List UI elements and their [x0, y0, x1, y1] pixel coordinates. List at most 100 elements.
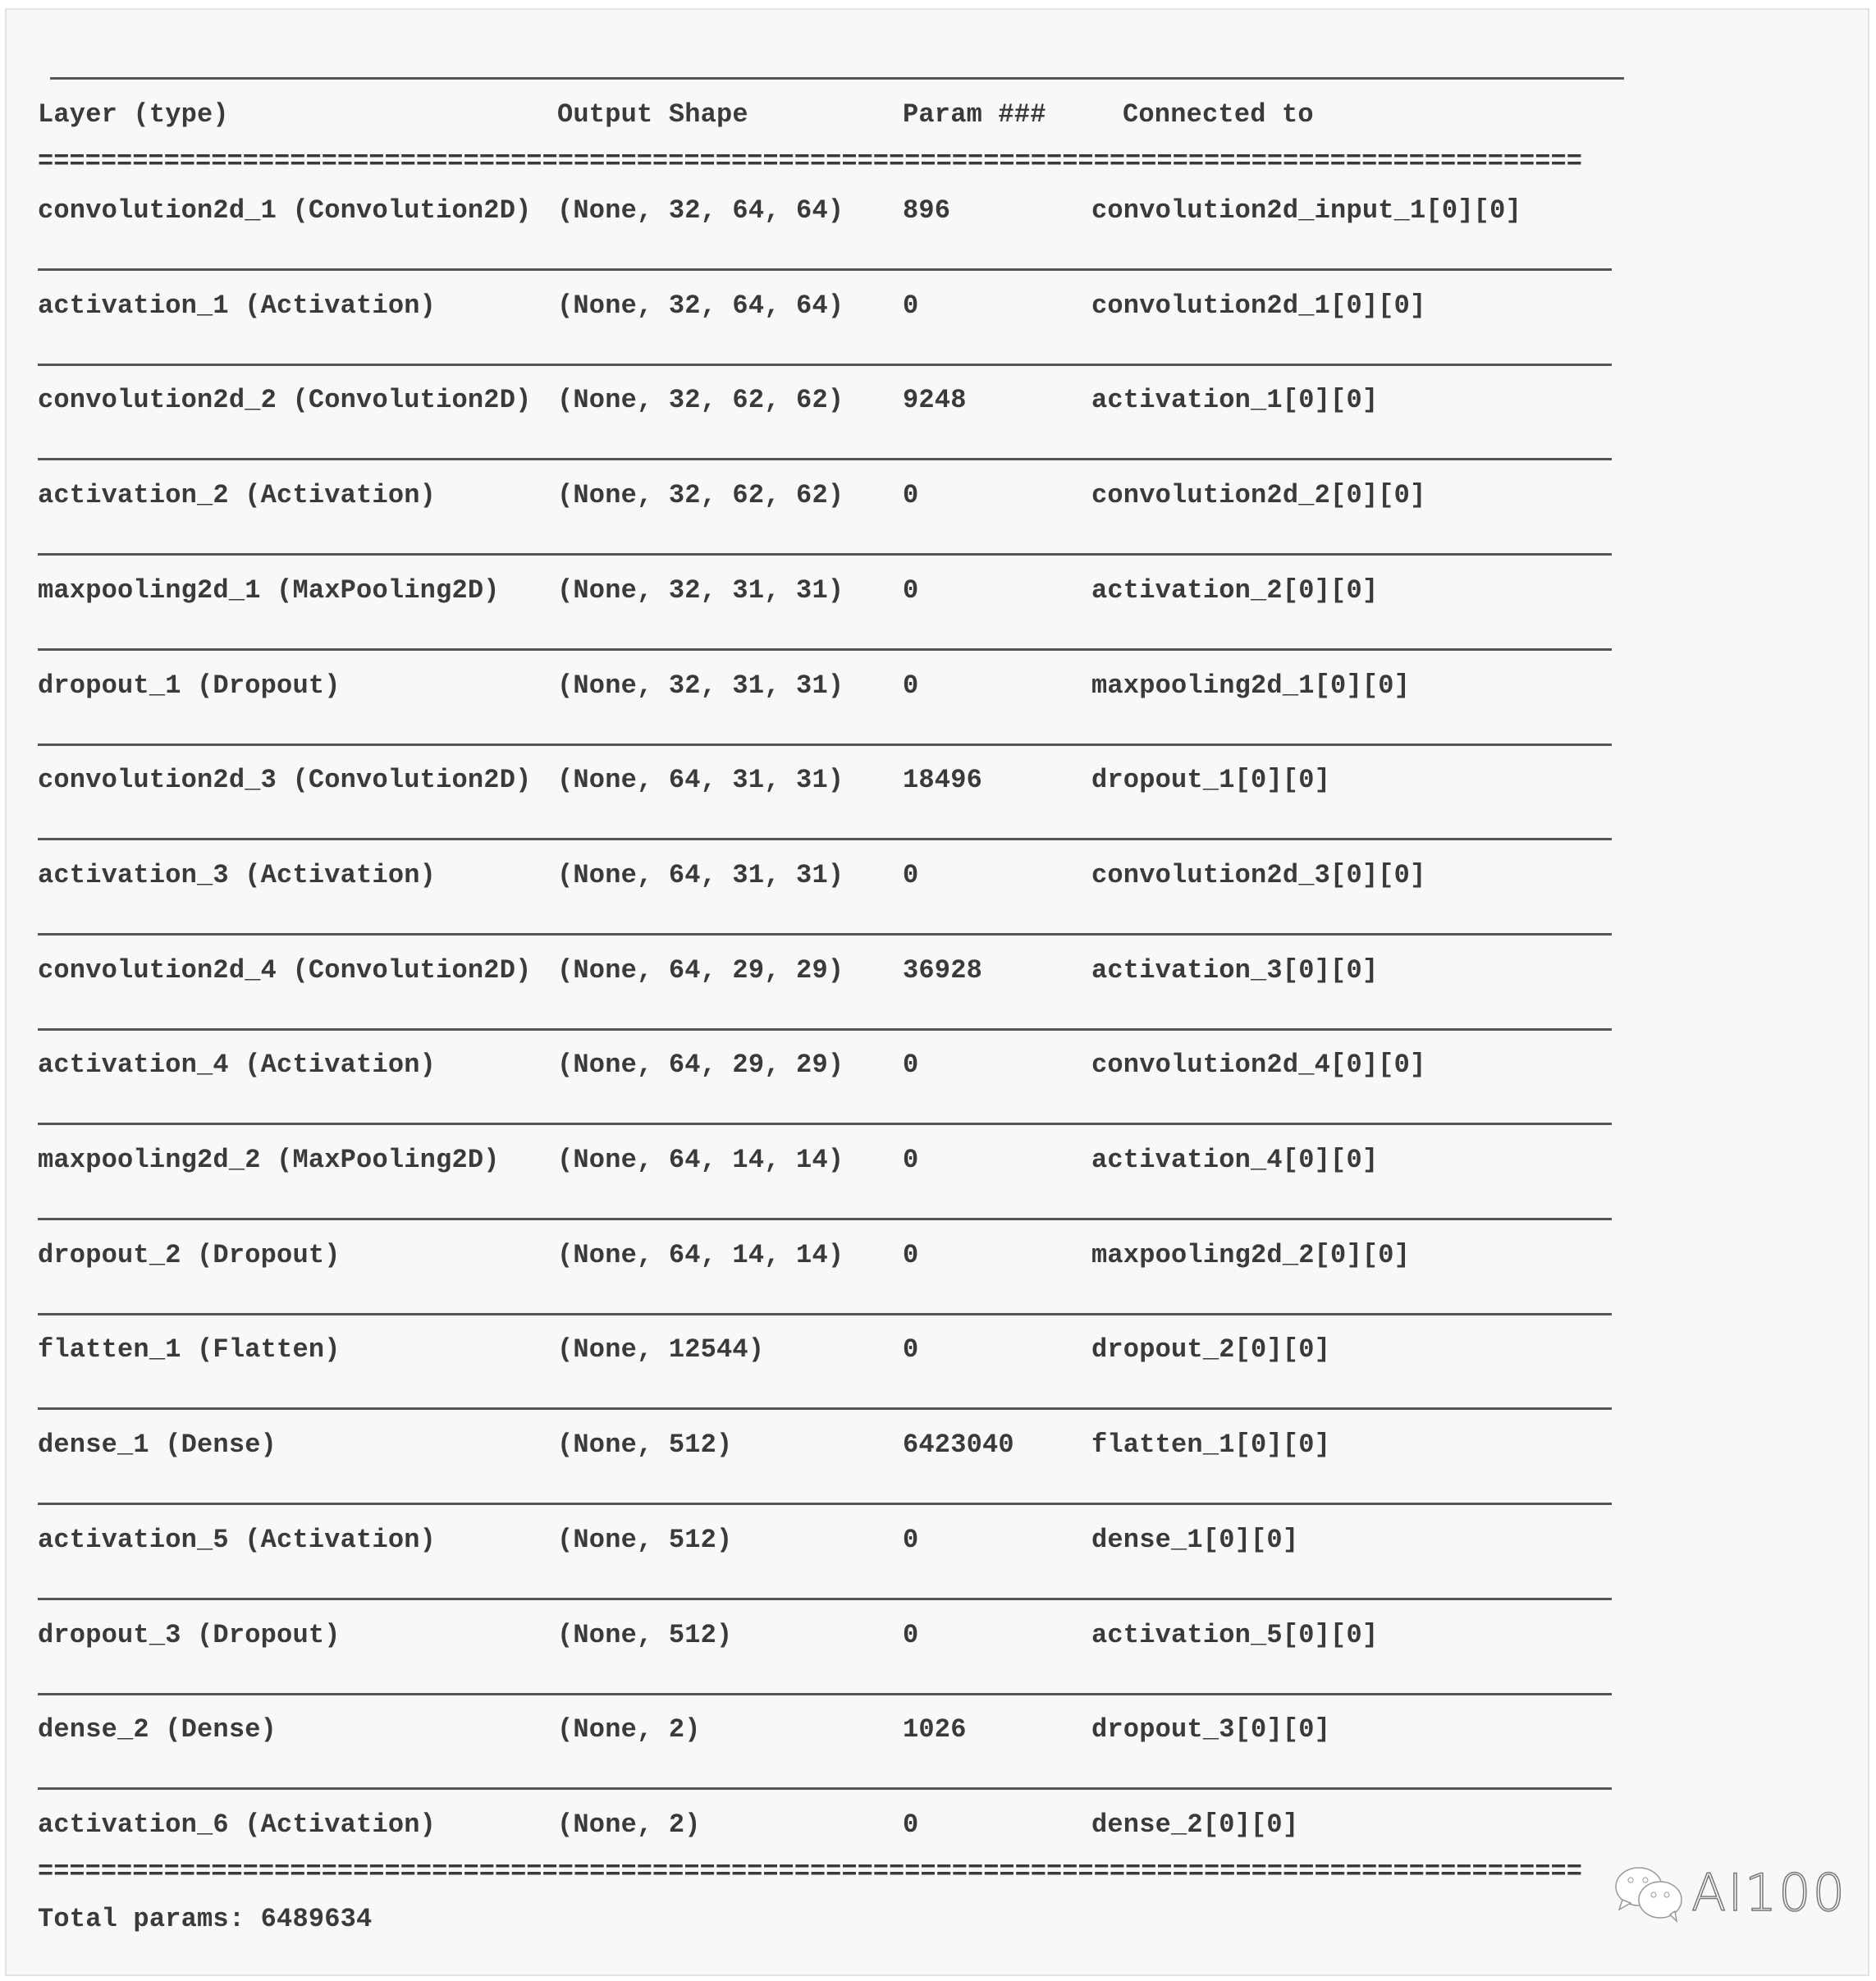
cell-layer: dropout_3 (Dropout) — [38, 1619, 341, 1650]
cell-output: (None, 32, 31, 31) — [557, 574, 844, 606]
cell-connected: dropout_3[0][0] — [1091, 1714, 1331, 1745]
cell-output: (None, 2) — [557, 1809, 701, 1840]
row-separator — [38, 1027, 1612, 1031]
cell-param: 0 — [903, 1809, 919, 1840]
row-separator — [38, 1503, 1612, 1506]
cell-layer: dense_1 (Dense) — [38, 1430, 277, 1461]
cell-connected: maxpooling2d_1[0][0] — [1091, 670, 1411, 701]
cell-connected: convolution2d_4[0][0] — [1091, 1050, 1426, 1081]
row-separator — [38, 458, 1612, 461]
row-separator — [38, 1692, 1612, 1695]
total-params: Total params: 6489634 — [38, 1904, 373, 1934]
cell-output: (None, 64, 31, 31) — [557, 765, 844, 796]
row-separator — [38, 838, 1612, 841]
cell-layer: activation_5 (Activation) — [38, 1524, 437, 1555]
cell-param: 36928 — [903, 954, 983, 986]
cell-output: (None, 64, 29, 29) — [557, 1050, 844, 1081]
header-layer: Layer (type) — [38, 99, 229, 130]
cell-param: 0 — [903, 1619, 919, 1650]
row-separator — [38, 1597, 1612, 1600]
cell-param: 1026 — [903, 1714, 967, 1745]
cell-connected: convolution2d_1[0][0] — [1091, 290, 1426, 321]
cell-layer: convolution2d_4 (Convolution2D) — [38, 954, 532, 986]
cell-param: 0 — [903, 1050, 919, 1081]
row-separator — [38, 363, 1612, 366]
row-separator — [38, 1787, 1612, 1791]
cell-layer: convolution2d_1 (Convolution2D) — [38, 195, 532, 226]
cell-connected: flatten_1[0][0] — [1091, 1430, 1331, 1461]
cell-layer: dropout_2 (Dropout) — [38, 1239, 341, 1270]
cell-output: (None, 512) — [557, 1619, 733, 1650]
cell-layer: activation_3 (Activation) — [38, 859, 437, 890]
header-param: Param ### — [903, 99, 1046, 130]
cell-connected: activation_5[0][0] — [1091, 1619, 1379, 1650]
cell-param: 0 — [903, 290, 919, 321]
wechat-icon — [1615, 1866, 1682, 1923]
cell-output: (None, 64, 14, 14) — [557, 1239, 844, 1270]
cell-layer: maxpooling2d_1 (MaxPooling2D) — [38, 574, 500, 606]
top-rule — [50, 77, 1624, 80]
cell-output: (None, 64, 14, 14) — [557, 1145, 844, 1175]
cell-connected: activation_3[0][0] — [1091, 954, 1379, 986]
cell-connected: dropout_2[0][0] — [1091, 1334, 1331, 1366]
header-output: Output Shape — [557, 99, 748, 130]
cell-connected: dense_2[0][0] — [1091, 1809, 1299, 1840]
cell-layer: flatten_1 (Flatten) — [38, 1334, 341, 1366]
cell-connected: dense_1[0][0] — [1091, 1524, 1299, 1555]
watermark-text: AI100 — [1691, 1862, 1847, 1924]
cell-param: 18496 — [903, 765, 983, 796]
model-summary-panel — [5, 8, 1869, 1976]
cell-output: (None, 2) — [557, 1714, 701, 1745]
cell-param: 6423040 — [903, 1430, 1014, 1461]
cell-param: 0 — [903, 1524, 919, 1555]
cell-output: (None, 32, 62, 62) — [557, 480, 844, 511]
footer-double-rule: ========================================… — [38, 1856, 1582, 1887]
row-separator — [38, 932, 1612, 936]
row-separator — [38, 743, 1612, 746]
cell-connected: dropout_1[0][0] — [1091, 765, 1331, 796]
row-separator — [38, 1407, 1612, 1411]
cell-output: (None, 32, 64, 64) — [557, 290, 844, 321]
cell-param: 0 — [903, 859, 919, 890]
cell-layer: dense_2 (Dense) — [38, 1714, 277, 1745]
cell-output: (None, 32, 31, 31) — [557, 670, 844, 701]
cell-output: (None, 64, 31, 31) — [557, 859, 844, 890]
cell-param: 0 — [903, 670, 919, 701]
cell-param: 9248 — [903, 385, 967, 416]
row-separator — [38, 647, 1612, 651]
cell-param: 0 — [903, 480, 919, 511]
cell-connected: convolution2d_input_1[0][0] — [1091, 195, 1521, 226]
cell-param: 0 — [903, 1145, 919, 1175]
cell-output: (None, 32, 64, 64) — [557, 195, 844, 226]
row-separator — [38, 268, 1612, 271]
cell-layer: convolution2d_3 (Convolution2D) — [38, 765, 532, 796]
row-separator — [38, 1123, 1612, 1126]
header-double-rule: ========================================… — [38, 146, 1582, 176]
cell-layer: convolution2d_2 (Convolution2D) — [38, 385, 532, 416]
cell-output: (None, 64, 29, 29) — [557, 954, 844, 986]
row-separator — [38, 1218, 1612, 1220]
cell-connected: activation_4[0][0] — [1091, 1145, 1379, 1175]
cell-param: 0 — [903, 574, 919, 606]
cell-layer: activation_4 (Activation) — [38, 1050, 437, 1081]
cell-connected: convolution2d_2[0][0] — [1091, 480, 1426, 511]
cell-layer: activation_6 (Activation) — [38, 1809, 437, 1840]
cell-output: (None, 12544) — [557, 1334, 765, 1366]
cell-layer: dropout_1 (Dropout) — [38, 670, 341, 701]
cell-layer: activation_2 (Activation) — [38, 480, 437, 511]
row-separator — [38, 553, 1612, 556]
cell-output: (None, 32, 62, 62) — [557, 385, 844, 416]
cell-connected: activation_1[0][0] — [1091, 385, 1379, 416]
cell-connected: activation_2[0][0] — [1091, 574, 1379, 606]
row-separator — [38, 1312, 1612, 1315]
cell-output: (None, 512) — [557, 1524, 733, 1555]
cell-layer: activation_1 (Activation) — [38, 290, 437, 321]
cell-layer: maxpooling2d_2 (MaxPooling2D) — [38, 1145, 500, 1175]
cell-param: 0 — [903, 1334, 919, 1366]
header-connected: Connected to — [1123, 99, 1314, 130]
cell-connected: convolution2d_3[0][0] — [1091, 859, 1426, 890]
cell-param: 896 — [903, 195, 951, 226]
watermark: AI100 — [1613, 1862, 1847, 1924]
cell-param: 0 — [903, 1239, 919, 1270]
cell-connected: maxpooling2d_2[0][0] — [1091, 1239, 1411, 1270]
